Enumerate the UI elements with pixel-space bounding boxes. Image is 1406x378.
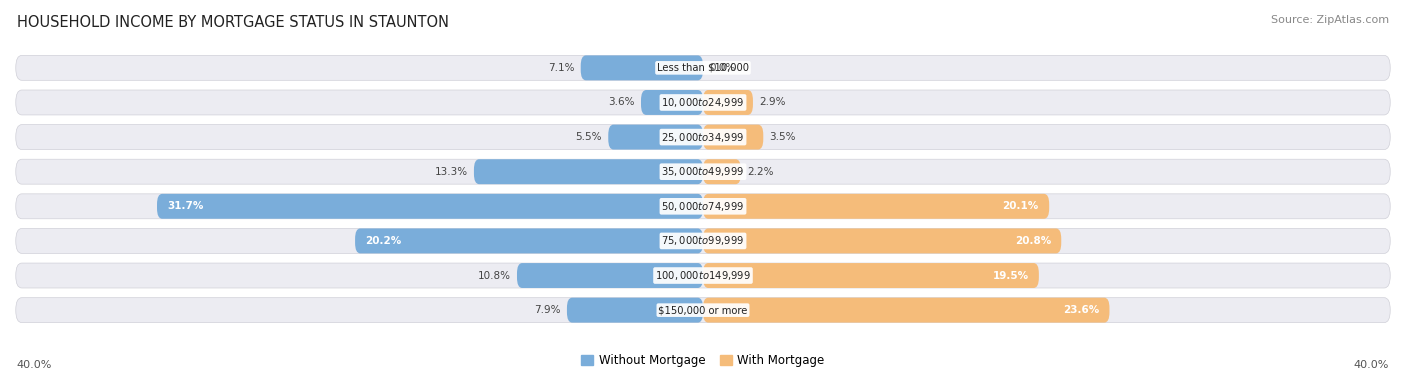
FancyBboxPatch shape: [15, 263, 1391, 288]
FancyBboxPatch shape: [703, 298, 1109, 322]
FancyBboxPatch shape: [474, 159, 703, 184]
Text: 40.0%: 40.0%: [17, 360, 52, 370]
FancyBboxPatch shape: [356, 228, 703, 253]
Text: 19.5%: 19.5%: [993, 271, 1029, 280]
Text: 3.6%: 3.6%: [609, 98, 634, 107]
Text: Source: ZipAtlas.com: Source: ZipAtlas.com: [1271, 15, 1389, 25]
Text: 3.5%: 3.5%: [769, 132, 796, 142]
Text: 31.7%: 31.7%: [167, 201, 204, 211]
FancyBboxPatch shape: [703, 263, 1039, 288]
FancyBboxPatch shape: [15, 90, 1391, 115]
Text: $50,000 to $74,999: $50,000 to $74,999: [661, 200, 745, 213]
Text: $150,000 or more: $150,000 or more: [658, 305, 748, 315]
Text: $25,000 to $34,999: $25,000 to $34,999: [661, 130, 745, 144]
FancyBboxPatch shape: [15, 194, 1391, 219]
Text: $75,000 to $99,999: $75,000 to $99,999: [661, 234, 745, 248]
FancyBboxPatch shape: [15, 56, 1391, 80]
FancyBboxPatch shape: [157, 194, 703, 219]
FancyBboxPatch shape: [15, 298, 1391, 322]
Text: Less than $10,000: Less than $10,000: [657, 63, 749, 73]
FancyBboxPatch shape: [15, 125, 1391, 150]
Text: 2.2%: 2.2%: [747, 167, 773, 177]
Text: $35,000 to $49,999: $35,000 to $49,999: [661, 165, 745, 178]
Text: 7.1%: 7.1%: [548, 63, 575, 73]
FancyBboxPatch shape: [581, 56, 703, 80]
FancyBboxPatch shape: [609, 125, 703, 150]
Text: 2.9%: 2.9%: [759, 98, 786, 107]
FancyBboxPatch shape: [703, 90, 754, 115]
Text: 5.5%: 5.5%: [575, 132, 602, 142]
Text: 23.6%: 23.6%: [1063, 305, 1099, 315]
Text: 20.8%: 20.8%: [1015, 236, 1050, 246]
Text: 10.8%: 10.8%: [478, 271, 510, 280]
FancyBboxPatch shape: [703, 194, 1049, 219]
FancyBboxPatch shape: [703, 159, 741, 184]
FancyBboxPatch shape: [703, 228, 1062, 253]
Text: 13.3%: 13.3%: [434, 167, 468, 177]
Text: 20.1%: 20.1%: [1002, 201, 1039, 211]
Text: HOUSEHOLD INCOME BY MORTGAGE STATUS IN STAUNTON: HOUSEHOLD INCOME BY MORTGAGE STATUS IN S…: [17, 15, 449, 30]
Text: 20.2%: 20.2%: [366, 236, 402, 246]
Text: 40.0%: 40.0%: [1354, 360, 1389, 370]
Text: $100,000 to $149,999: $100,000 to $149,999: [655, 269, 751, 282]
FancyBboxPatch shape: [15, 159, 1391, 184]
Text: $10,000 to $24,999: $10,000 to $24,999: [661, 96, 745, 109]
Text: 7.9%: 7.9%: [534, 305, 561, 315]
FancyBboxPatch shape: [15, 228, 1391, 253]
FancyBboxPatch shape: [703, 125, 763, 150]
FancyBboxPatch shape: [567, 298, 703, 322]
Text: 0.0%: 0.0%: [709, 63, 735, 73]
FancyBboxPatch shape: [641, 90, 703, 115]
FancyBboxPatch shape: [517, 263, 703, 288]
Legend: Without Mortgage, With Mortgage: Without Mortgage, With Mortgage: [581, 354, 825, 367]
